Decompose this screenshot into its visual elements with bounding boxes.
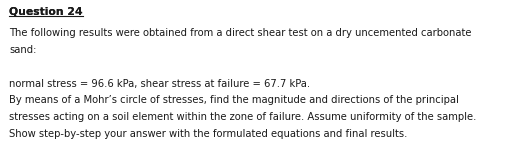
Text: sand:: sand:: [9, 45, 36, 55]
Text: Question 24: Question 24: [9, 6, 83, 16]
Text: Question 24: Question 24: [9, 6, 83, 16]
Text: By means of a Mohr’s circle of stresses, find the magnitude and directions of th: By means of a Mohr’s circle of stresses,…: [9, 95, 459, 105]
Text: Show step-by-step your answer with the formulated equations and final results.: Show step-by-step your answer with the f…: [9, 129, 408, 139]
Text: normal stress = 96.6 kPa, shear stress at failure = 67.7 kPa.: normal stress = 96.6 kPa, shear stress a…: [9, 79, 310, 89]
Text: stresses acting on a soil element within the zone of failure. Assume uniformity : stresses acting on a soil element within…: [9, 112, 476, 122]
Text: The following results were obtained from a direct shear test on a dry uncemented: The following results were obtained from…: [9, 28, 472, 38]
